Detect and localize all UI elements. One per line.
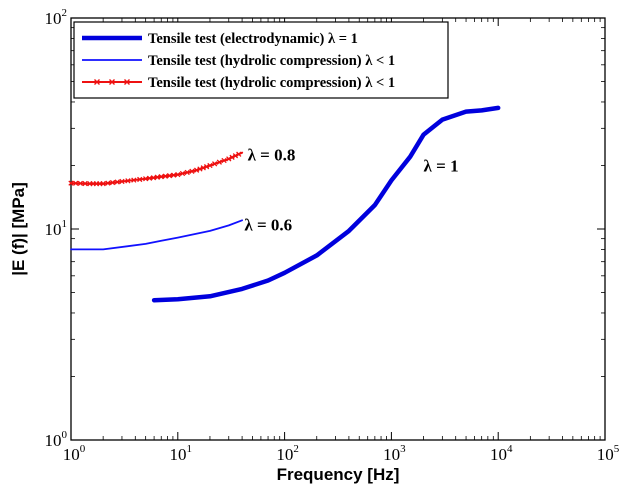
series-line-2 [70,219,244,251]
series-marker-3 [131,177,137,183]
series-marker-3 [146,175,153,181]
series-marker-3 [229,154,235,160]
series-marker-3 [142,176,149,182]
series-line-3 [70,151,244,185]
series-marker-3 [100,181,106,187]
y-tick-label: 102 [45,7,68,28]
y-axis-title: |E (f)| [MPa] [9,182,28,276]
series-marker-3 [197,166,203,172]
x-tick-label: 103 [383,443,406,464]
series-marker-3 [175,171,181,178]
series-marker-3 [109,179,116,186]
series-line-1 [151,105,501,303]
x-tick-label: 104 [490,443,513,464]
series-marker-3 [166,172,173,179]
series-layer [68,105,501,303]
series-marker-3 [184,169,190,176]
series-marker-3 [154,174,161,180]
legend-label-1: Tensile test (electrodynamic) λ = 1 [148,31,358,47]
x-tick-label: 102 [276,443,299,464]
series-marker-3 [200,165,206,171]
series-marker-3 [82,180,88,187]
x-tick-label: 100 [63,443,86,464]
y-tick-label: 100 [45,429,68,450]
series-marker-3 [203,163,210,170]
annotation-3: λ = 1 [424,156,459,175]
series-marker-3 [158,174,164,180]
annotation-2: λ = 0.6 [244,216,292,235]
series-marker-3 [232,153,239,159]
legend-label-3: Tensile test (hydrolic compression) λ < … [148,75,395,91]
series-marker-3 [162,173,169,179]
series-marker-3 [216,159,223,165]
series-marker-3 [77,180,84,187]
x-tick-label: 101 [170,443,193,464]
series-marker-3 [150,175,157,181]
series-marker-3 [73,180,79,186]
series-marker-3 [211,161,218,167]
series-marker-3 [114,179,120,185]
series-marker-3 [125,178,131,184]
annotation-1: λ = 0.8 [248,146,296,165]
x-axis-title: Frequency [Hz] [277,465,400,484]
x-tick-label: 105 [597,443,620,464]
legend-marker [109,79,115,85]
legend-label-2: Tensile test (hydrolic compression) λ < … [148,53,395,69]
series-marker-3 [221,157,227,164]
series-marker-3 [137,176,143,183]
series-marker-3 [179,170,186,177]
series-marker-3 [119,178,125,185]
series-marker-3 [207,162,213,169]
series-marker-3 [193,167,200,173]
legend-marker [124,79,130,85]
tick-labels: 100 101 102 103 104 105 100 101 102 [45,7,620,464]
series-marker-3 [189,168,195,174]
y-tick-label: 101 [45,218,68,239]
legend: Tensile test (electrodynamic) λ = 1 Tensi… [73,21,449,99]
series-marker-3 [236,151,242,157]
series-marker-3 [105,180,111,186]
legend-marker [94,79,100,85]
series-marker-3 [226,156,232,162]
series-marker-3 [171,172,177,178]
series-marker-3 [68,180,74,186]
annotations: λ = 0.8 λ = 0.6 λ = 1 [244,146,458,235]
